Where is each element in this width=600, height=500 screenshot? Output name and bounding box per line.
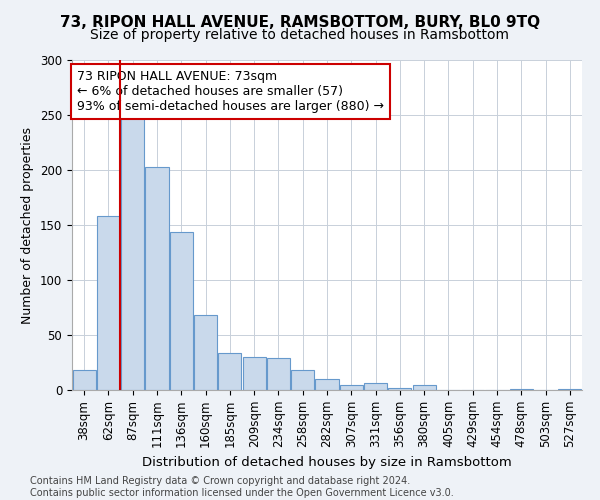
Bar [73, 370, 95, 390]
Bar [242, 357, 266, 390]
Bar [121, 115, 144, 390]
Text: 73, RIPON HALL AVENUE, RAMSBOTTOM, BURY, BL0 9TQ: 73, RIPON HALL AVENUE, RAMSBOTTOM, BURY,… [60, 15, 540, 30]
Bar [145, 166, 169, 390]
Bar [194, 315, 217, 390]
Text: Contains HM Land Registry data © Crown copyright and database right 2024.
Contai: Contains HM Land Registry data © Crown c… [30, 476, 454, 498]
Bar [97, 216, 120, 390]
Bar [388, 388, 412, 390]
X-axis label: Distribution of detached houses by size in Ramsbottom: Distribution of detached houses by size … [142, 456, 512, 468]
Y-axis label: Number of detached properties: Number of detached properties [22, 126, 34, 324]
Bar [170, 232, 193, 390]
Bar [316, 379, 338, 390]
Bar [267, 358, 290, 390]
Bar [559, 389, 581, 390]
Text: 73 RIPON HALL AVENUE: 73sqm
← 6% of detached houses are smaller (57)
93% of semi: 73 RIPON HALL AVENUE: 73sqm ← 6% of deta… [77, 70, 384, 113]
Bar [340, 384, 363, 390]
Bar [413, 384, 436, 390]
Bar [218, 352, 241, 390]
Bar [291, 370, 314, 390]
Bar [510, 389, 533, 390]
Bar [364, 384, 387, 390]
Text: Size of property relative to detached houses in Ramsbottom: Size of property relative to detached ho… [91, 28, 509, 42]
